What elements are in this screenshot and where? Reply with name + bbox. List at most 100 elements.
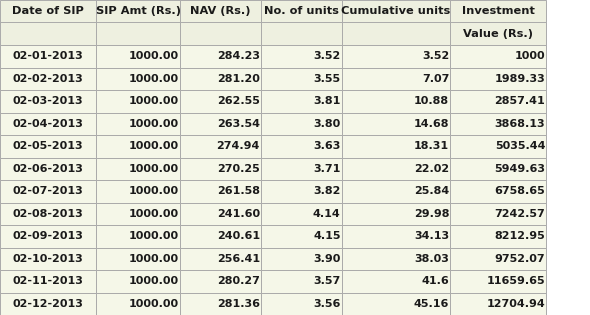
Text: 6758.65: 6758.65	[494, 186, 545, 196]
Bar	[261, 225, 342, 248]
Text: 02-03-2013: 02-03-2013	[13, 96, 83, 106]
Bar	[0, 270, 96, 293]
Text: 4.15: 4.15	[313, 231, 340, 241]
Bar	[180, 45, 261, 67]
Text: 1000.00: 1000.00	[129, 231, 179, 241]
Bar	[0, 158, 96, 180]
Text: 281.20: 281.20	[217, 74, 260, 84]
Bar	[261, 45, 342, 67]
Text: 02-12-2013: 02-12-2013	[12, 299, 84, 309]
Bar	[342, 22, 450, 45]
Text: 280.27: 280.27	[217, 276, 260, 286]
Text: 3.55: 3.55	[313, 74, 340, 84]
Text: 45.16: 45.16	[414, 299, 449, 309]
Bar	[180, 90, 261, 112]
Text: 3.90: 3.90	[313, 254, 340, 264]
Text: 02-08-2013: 02-08-2013	[13, 209, 83, 219]
Text: Investment: Investment	[462, 6, 535, 16]
Bar	[0, 112, 96, 135]
Bar	[96, 158, 180, 180]
Bar	[261, 90, 342, 112]
Text: Value (Rs.): Value (Rs.)	[463, 29, 533, 39]
Bar	[450, 135, 546, 158]
Bar	[180, 270, 261, 293]
Bar	[450, 45, 546, 67]
Bar	[342, 293, 450, 315]
Bar	[261, 22, 342, 45]
Text: 3.56: 3.56	[313, 299, 340, 309]
Bar	[450, 248, 546, 270]
Text: Cumulative units: Cumulative units	[341, 6, 451, 16]
Text: 34.13: 34.13	[414, 231, 449, 241]
Text: 7.07: 7.07	[422, 74, 449, 84]
Text: 1000: 1000	[514, 51, 545, 61]
Bar	[342, 0, 450, 22]
Bar	[450, 158, 546, 180]
Bar	[96, 270, 180, 293]
Bar	[342, 225, 450, 248]
Bar	[0, 0, 96, 22]
Bar	[261, 112, 342, 135]
Bar	[450, 67, 546, 90]
Bar	[180, 248, 261, 270]
Text: 3.52: 3.52	[422, 51, 449, 61]
Bar	[450, 225, 546, 248]
Text: 3.81: 3.81	[313, 96, 340, 106]
Bar	[450, 270, 546, 293]
Bar	[96, 0, 180, 22]
Text: 5949.63: 5949.63	[494, 164, 545, 174]
Text: 7242.57: 7242.57	[494, 209, 545, 219]
Bar	[261, 293, 342, 315]
Text: 11659.65: 11659.65	[487, 276, 545, 286]
Text: 1000.00: 1000.00	[129, 209, 179, 219]
Text: 1000.00: 1000.00	[129, 186, 179, 196]
Text: 9752.07: 9752.07	[495, 254, 545, 264]
Text: 02-11-2013: 02-11-2013	[12, 276, 84, 286]
Text: 3868.13: 3868.13	[495, 119, 545, 129]
Bar	[261, 203, 342, 225]
Bar	[180, 135, 261, 158]
Text: No. of units: No. of units	[264, 6, 339, 16]
Text: 263.54: 263.54	[217, 119, 260, 129]
Text: 02-06-2013: 02-06-2013	[12, 164, 84, 174]
Bar	[0, 180, 96, 203]
Bar	[0, 45, 96, 67]
Bar	[261, 0, 342, 22]
Bar	[450, 22, 546, 45]
Text: 1000.00: 1000.00	[129, 96, 179, 106]
Text: SIP Amt (Rs.): SIP Amt (Rs.)	[96, 6, 181, 16]
Bar	[342, 203, 450, 225]
Bar	[96, 135, 180, 158]
Text: 262.55: 262.55	[217, 96, 260, 106]
Bar	[342, 67, 450, 90]
Text: 12704.94: 12704.94	[487, 299, 545, 309]
Text: 29.98: 29.98	[414, 209, 449, 219]
Bar	[342, 112, 450, 135]
Bar	[96, 225, 180, 248]
Bar	[450, 112, 546, 135]
Bar	[0, 135, 96, 158]
Bar	[261, 270, 342, 293]
Text: 14.68: 14.68	[414, 119, 449, 129]
Text: 1000.00: 1000.00	[129, 164, 179, 174]
Bar	[261, 180, 342, 203]
Bar	[0, 203, 96, 225]
Bar	[261, 158, 342, 180]
Bar	[342, 135, 450, 158]
Bar	[342, 270, 450, 293]
Bar	[96, 90, 180, 112]
Text: 284.23: 284.23	[217, 51, 260, 61]
Bar	[180, 22, 261, 45]
Bar	[261, 248, 342, 270]
Bar	[450, 90, 546, 112]
Bar	[96, 180, 180, 203]
Text: 25.84: 25.84	[414, 186, 449, 196]
Bar	[180, 180, 261, 203]
Text: 1000.00: 1000.00	[129, 254, 179, 264]
Text: 2857.41: 2857.41	[494, 96, 545, 106]
Text: 240.61: 240.61	[217, 231, 260, 241]
Bar	[180, 0, 261, 22]
Bar	[96, 22, 180, 45]
Text: 3.63: 3.63	[313, 141, 340, 151]
Text: 02-04-2013: 02-04-2013	[12, 119, 84, 129]
